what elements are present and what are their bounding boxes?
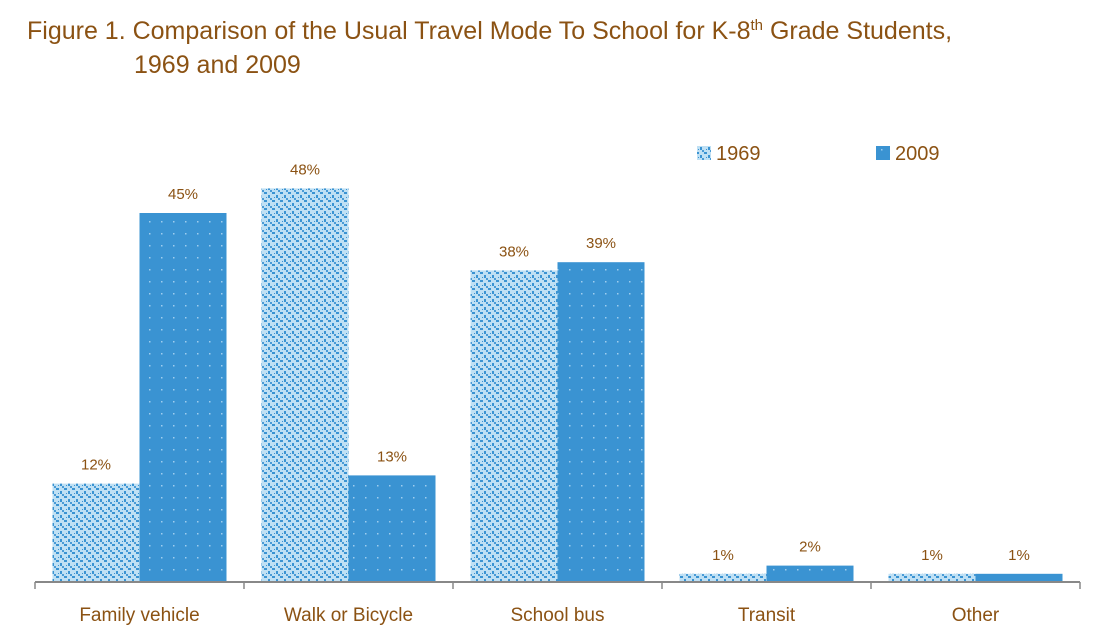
legend-swatch-1969 <box>697 146 711 160</box>
bar-2009-walk-or-bicycle <box>348 475 436 582</box>
bar-2009-school-bus <box>557 262 645 582</box>
bar-1969-walk-or-bicycle <box>261 188 349 582</box>
data-label-2009-school-bus: 39% <box>586 235 616 252</box>
data-label-2009-transit: 2% <box>799 539 821 556</box>
bar-1969-school-bus <box>470 270 558 582</box>
bar-1969-family-vehicle <box>52 483 140 582</box>
data-label-1969-walk-or-bicycle: 48% <box>290 161 320 178</box>
data-label-1969-transit: 1% <box>712 547 734 564</box>
x-tick-label-walk-or-bicycle: Walk or Bicycle <box>284 605 413 626</box>
bar-2009-other <box>975 573 1063 582</box>
bar-1969-transit <box>679 573 767 582</box>
bar-1969-other <box>888 573 976 582</box>
legend-label-2009: 2009 <box>895 143 940 165</box>
data-label-2009-family-vehicle: 45% <box>168 186 198 203</box>
data-label-1969-other: 1% <box>921 547 943 564</box>
title-line1-suffix: Grade Students, <box>763 17 953 45</box>
data-label-2009-other: 1% <box>1008 547 1030 564</box>
data-label-1969-school-bus: 38% <box>499 243 529 260</box>
data-label-2009-walk-or-bicycle: 13% <box>377 448 407 465</box>
x-tick-label-family-vehicle: Family vehicle <box>79 605 199 626</box>
x-tick-label-other: Other <box>952 605 1000 626</box>
title-line2: 1969 and 2009 <box>134 51 301 79</box>
bar-2009-family-vehicle <box>139 213 227 582</box>
x-tick-label-school-bus: School bus <box>510 605 604 626</box>
title-line1-prefix: Figure 1. Comparison of the Usual Travel… <box>27 17 751 45</box>
legend-label-1969: 1969 <box>716 143 761 165</box>
x-tick-label-transit: Transit <box>738 605 796 626</box>
chart-title: Figure 1. Comparison of the Usual Travel… <box>27 14 952 82</box>
data-label-1969-family-vehicle: 12% <box>81 457 111 474</box>
legend-swatch-2009 <box>876 146 890 160</box>
title-superscript: th <box>750 17 764 34</box>
bar-2009-transit <box>766 565 854 582</box>
